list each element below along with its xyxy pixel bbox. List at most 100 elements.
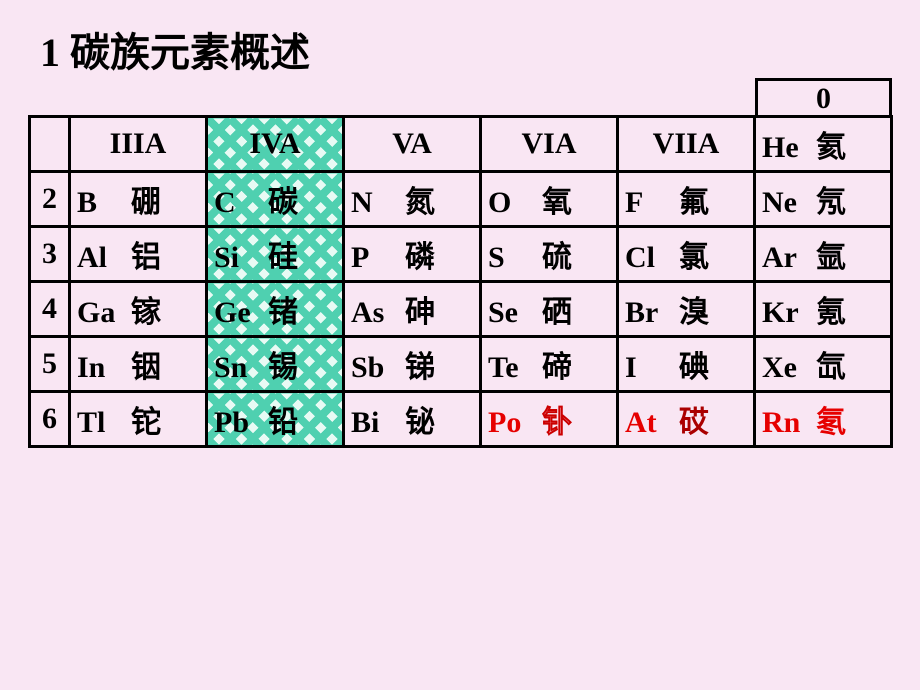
name: 硼 [131, 186, 161, 219]
name: 铟 [131, 351, 161, 384]
name: 氡 [816, 406, 846, 439]
cell-Tl: Tl铊 [70, 392, 207, 447]
cell-Rn: Rn氡 [755, 392, 892, 447]
symbol: Si [214, 241, 268, 275]
name: 磷 [405, 241, 435, 274]
name: 氩 [816, 241, 846, 274]
symbol: I [625, 351, 679, 385]
periodic-table-section: IIIA IVA VA VIA VIIA He氦 2 B硼 C碳 N氮 O氧 F… [28, 115, 892, 448]
name: 硅 [268, 241, 298, 274]
name: 硫 [542, 241, 572, 274]
symbol: As [351, 296, 405, 330]
symbol: Ne [762, 186, 816, 220]
cell-O: O氧 [481, 172, 618, 227]
cell-Pb: Pb铅 [207, 392, 344, 447]
name: 氯 [679, 241, 709, 274]
symbol: In [77, 351, 131, 385]
cell-Br: Br溴 [618, 282, 755, 337]
name: 锡 [268, 351, 298, 384]
cell-Te: Te碲 [481, 337, 618, 392]
corner-cell [30, 117, 70, 172]
row-period-2: 2 B硼 C碳 N氮 O氧 F氟 Ne氖 [30, 172, 892, 227]
group-0-label: 0 [755, 78, 892, 118]
cell-B: B硼 [70, 172, 207, 227]
cell-C: C碳 [207, 172, 344, 227]
cell-I: I碘 [618, 337, 755, 392]
symbol: Xe [762, 351, 816, 385]
name: 氮 [405, 186, 435, 219]
name: 氦 [816, 131, 846, 164]
symbol: Bi [351, 406, 405, 440]
symbol: Se [488, 296, 542, 330]
symbol: N [351, 186, 405, 220]
name: 钋 [542, 406, 572, 439]
name: 氧 [542, 186, 572, 219]
cell-Si: Si硅 [207, 227, 344, 282]
name: 碲 [542, 351, 572, 384]
symbol: B [77, 186, 131, 220]
symbol: Tl [77, 406, 131, 440]
periodic-table: IIIA IVA VA VIA VIIA He氦 2 B硼 C碳 N氮 O氧 F… [28, 115, 893, 448]
row-period-3: 3 Al铝 Si硅 P磷 S硫 Cl氯 Ar氩 [30, 227, 892, 282]
cell-As: As砷 [344, 282, 481, 337]
name: 碳 [268, 186, 298, 219]
cell-At: At砹 [618, 392, 755, 447]
period-label: 4 [30, 282, 70, 337]
name: 铅 [268, 406, 298, 439]
cell-Sb: Sb锑 [344, 337, 481, 392]
name: 氪 [816, 296, 846, 329]
name: 硒 [542, 296, 572, 329]
header-VIA: VIA [481, 117, 618, 172]
name: 铊 [131, 406, 161, 439]
period-label: 6 [30, 392, 70, 447]
symbol: Po [488, 406, 542, 440]
symbol: Sn [214, 351, 268, 385]
slide-title: 1 碳族元素概述 [40, 20, 310, 78]
row-period-5: 5 In铟 Sn锡 Sb锑 Te碲 I碘 Xe氙 [30, 337, 892, 392]
cell-Ga: Ga镓 [70, 282, 207, 337]
symbol: Ge [214, 296, 268, 330]
cell-F: F氟 [618, 172, 755, 227]
cell-Al: Al铝 [70, 227, 207, 282]
symbol: S [488, 241, 542, 275]
name: 锑 [405, 351, 435, 384]
symbol: Al [77, 241, 131, 275]
name: 氙 [816, 351, 846, 384]
period-label: 3 [30, 227, 70, 282]
cell-Ar: Ar氩 [755, 227, 892, 282]
cell-Po: Po钋 [481, 392, 618, 447]
symbol: Pb [214, 406, 268, 440]
cell-Se: Se硒 [481, 282, 618, 337]
row-period-4: 4 Ga镓 Ge锗 As砷 Se硒 Br溴 Kr氪 [30, 282, 892, 337]
cell-Kr: Kr氪 [755, 282, 892, 337]
symbol: Cl [625, 241, 679, 275]
header-row: IIIA IVA VA VIA VIIA He氦 [30, 117, 892, 172]
cell-Sn: Sn锡 [207, 337, 344, 392]
symbol: At [625, 406, 679, 440]
symbol: Ar [762, 241, 816, 275]
period-label: 5 [30, 337, 70, 392]
name: 铝 [131, 241, 161, 274]
cell-Xe: Xe氙 [755, 337, 892, 392]
header-IVA: IVA [207, 117, 344, 172]
cell-Cl: Cl氯 [618, 227, 755, 282]
cell-In: In铟 [70, 337, 207, 392]
cell-N: N氮 [344, 172, 481, 227]
name: 砷 [405, 296, 435, 329]
name: 锗 [268, 296, 298, 329]
cell-He: He氦 [755, 117, 892, 172]
cell-S: S硫 [481, 227, 618, 282]
header-VA: VA [344, 117, 481, 172]
name: 氟 [679, 186, 709, 219]
cell-Ne: Ne氖 [755, 172, 892, 227]
symbol: Ga [77, 296, 131, 330]
symbol: O [488, 186, 542, 220]
header-IIIA: IIIA [70, 117, 207, 172]
symbol: He [762, 131, 816, 165]
cell-Ge: Ge锗 [207, 282, 344, 337]
header-VIIA: VIIA [618, 117, 755, 172]
symbol: C [214, 186, 268, 220]
symbol: Te [488, 351, 542, 385]
cell-P: P磷 [344, 227, 481, 282]
row-period-6: 6 Tl铊 Pb铅 Bi铋 Po钋 At砹 Rn氡 [30, 392, 892, 447]
